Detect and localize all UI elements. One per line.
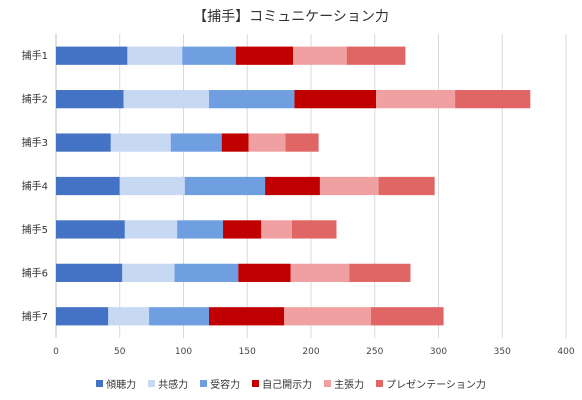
legend-swatch <box>252 380 260 387</box>
legend-label: 共感力 <box>158 380 189 391</box>
bar-segment <box>284 307 371 326</box>
bar-segment <box>261 220 292 239</box>
bar-segment <box>209 307 285 326</box>
category-label: 捕手6 <box>22 266 48 279</box>
category-label: 捕手7 <box>22 310 48 323</box>
legend-label: 傾聴力 <box>106 380 137 391</box>
bar-segment <box>122 263 175 282</box>
bar-segment <box>209 90 295 109</box>
category-label: 捕手5 <box>22 223 48 236</box>
bar-segment <box>378 176 435 196</box>
bar-segment <box>182 46 236 65</box>
legend-label: 受容力 <box>210 380 241 391</box>
bar-segment <box>294 90 377 109</box>
bar-segment <box>149 307 209 326</box>
bar-segment <box>123 90 209 109</box>
x-tick-label: 350 <box>494 347 511 357</box>
bar-segment <box>346 46 406 65</box>
bar-segment <box>248 133 286 152</box>
bar-segment <box>174 263 239 282</box>
bar-segment <box>56 220 125 239</box>
bar-segment <box>290 263 350 282</box>
x-tick-label: 400 <box>557 347 574 357</box>
bar-segment <box>265 176 320 196</box>
bar-segment <box>56 90 124 109</box>
bar-segment <box>108 307 150 326</box>
x-tick-label: 0 <box>53 347 59 357</box>
category-label: 捕手4 <box>22 180 48 193</box>
bar-segment <box>376 90 456 109</box>
bar-segment <box>221 133 249 152</box>
bar-segment <box>56 133 111 152</box>
bar-segment <box>56 46 128 65</box>
bar-segment <box>319 176 379 196</box>
bar-segment <box>349 263 411 282</box>
legend-swatch <box>96 380 104 387</box>
bar-segment <box>119 176 185 196</box>
x-tick-label: 100 <box>175 347 192 357</box>
chart-title: 【捕手】コミュニケーション力 <box>193 9 389 25</box>
x-tick-label: 250 <box>366 347 383 357</box>
legend-item: 傾聴力 <box>96 376 136 391</box>
bar-segment <box>223 220 262 239</box>
legend-item: 受容力 <box>200 376 240 391</box>
bar-segment <box>56 176 120 196</box>
x-tick-label: 150 <box>239 347 256 357</box>
bar-segment <box>235 46 294 65</box>
category-label: 捕手1 <box>22 49 48 62</box>
bar-segment <box>238 263 291 282</box>
legend-label: 主張力 <box>334 380 365 391</box>
legend-swatch <box>148 380 156 387</box>
category-label: 捕手2 <box>22 93 48 106</box>
bar-segment <box>285 133 319 152</box>
bar-segment <box>56 263 123 282</box>
legend-item: プレゼンテーション力 <box>376 376 486 391</box>
legend-swatch <box>324 380 332 387</box>
bar-segment <box>455 90 531 109</box>
bar-segment <box>177 220 224 239</box>
legend-swatch <box>200 380 208 387</box>
bar-segment <box>293 46 347 65</box>
bar-segment <box>291 220 337 239</box>
bar-segment <box>124 220 178 239</box>
bar-segment <box>56 307 109 326</box>
chart-legend: 傾聴力 共感力 受容力 自己開示力 主張力 プレゼンテーション力 <box>0 376 582 391</box>
bar-segment <box>110 133 171 152</box>
bar-segment <box>184 176 266 196</box>
legend-item: 自己開示力 <box>252 376 312 391</box>
legend-swatch <box>376 380 384 387</box>
x-tick-label: 50 <box>114 347 126 357</box>
bar-segment <box>127 46 183 65</box>
legend-item: 主張力 <box>324 376 364 391</box>
bar-segment <box>170 133 222 152</box>
legend-item: 共感力 <box>148 376 188 391</box>
legend-label: プレゼンテーション力 <box>386 380 486 391</box>
bar-segment <box>370 307 444 326</box>
legend-label: 自己開示力 <box>262 380 313 391</box>
category-label: 捕手3 <box>22 136 48 149</box>
x-tick-label: 300 <box>430 347 447 357</box>
x-tick-label: 200 <box>302 347 319 357</box>
